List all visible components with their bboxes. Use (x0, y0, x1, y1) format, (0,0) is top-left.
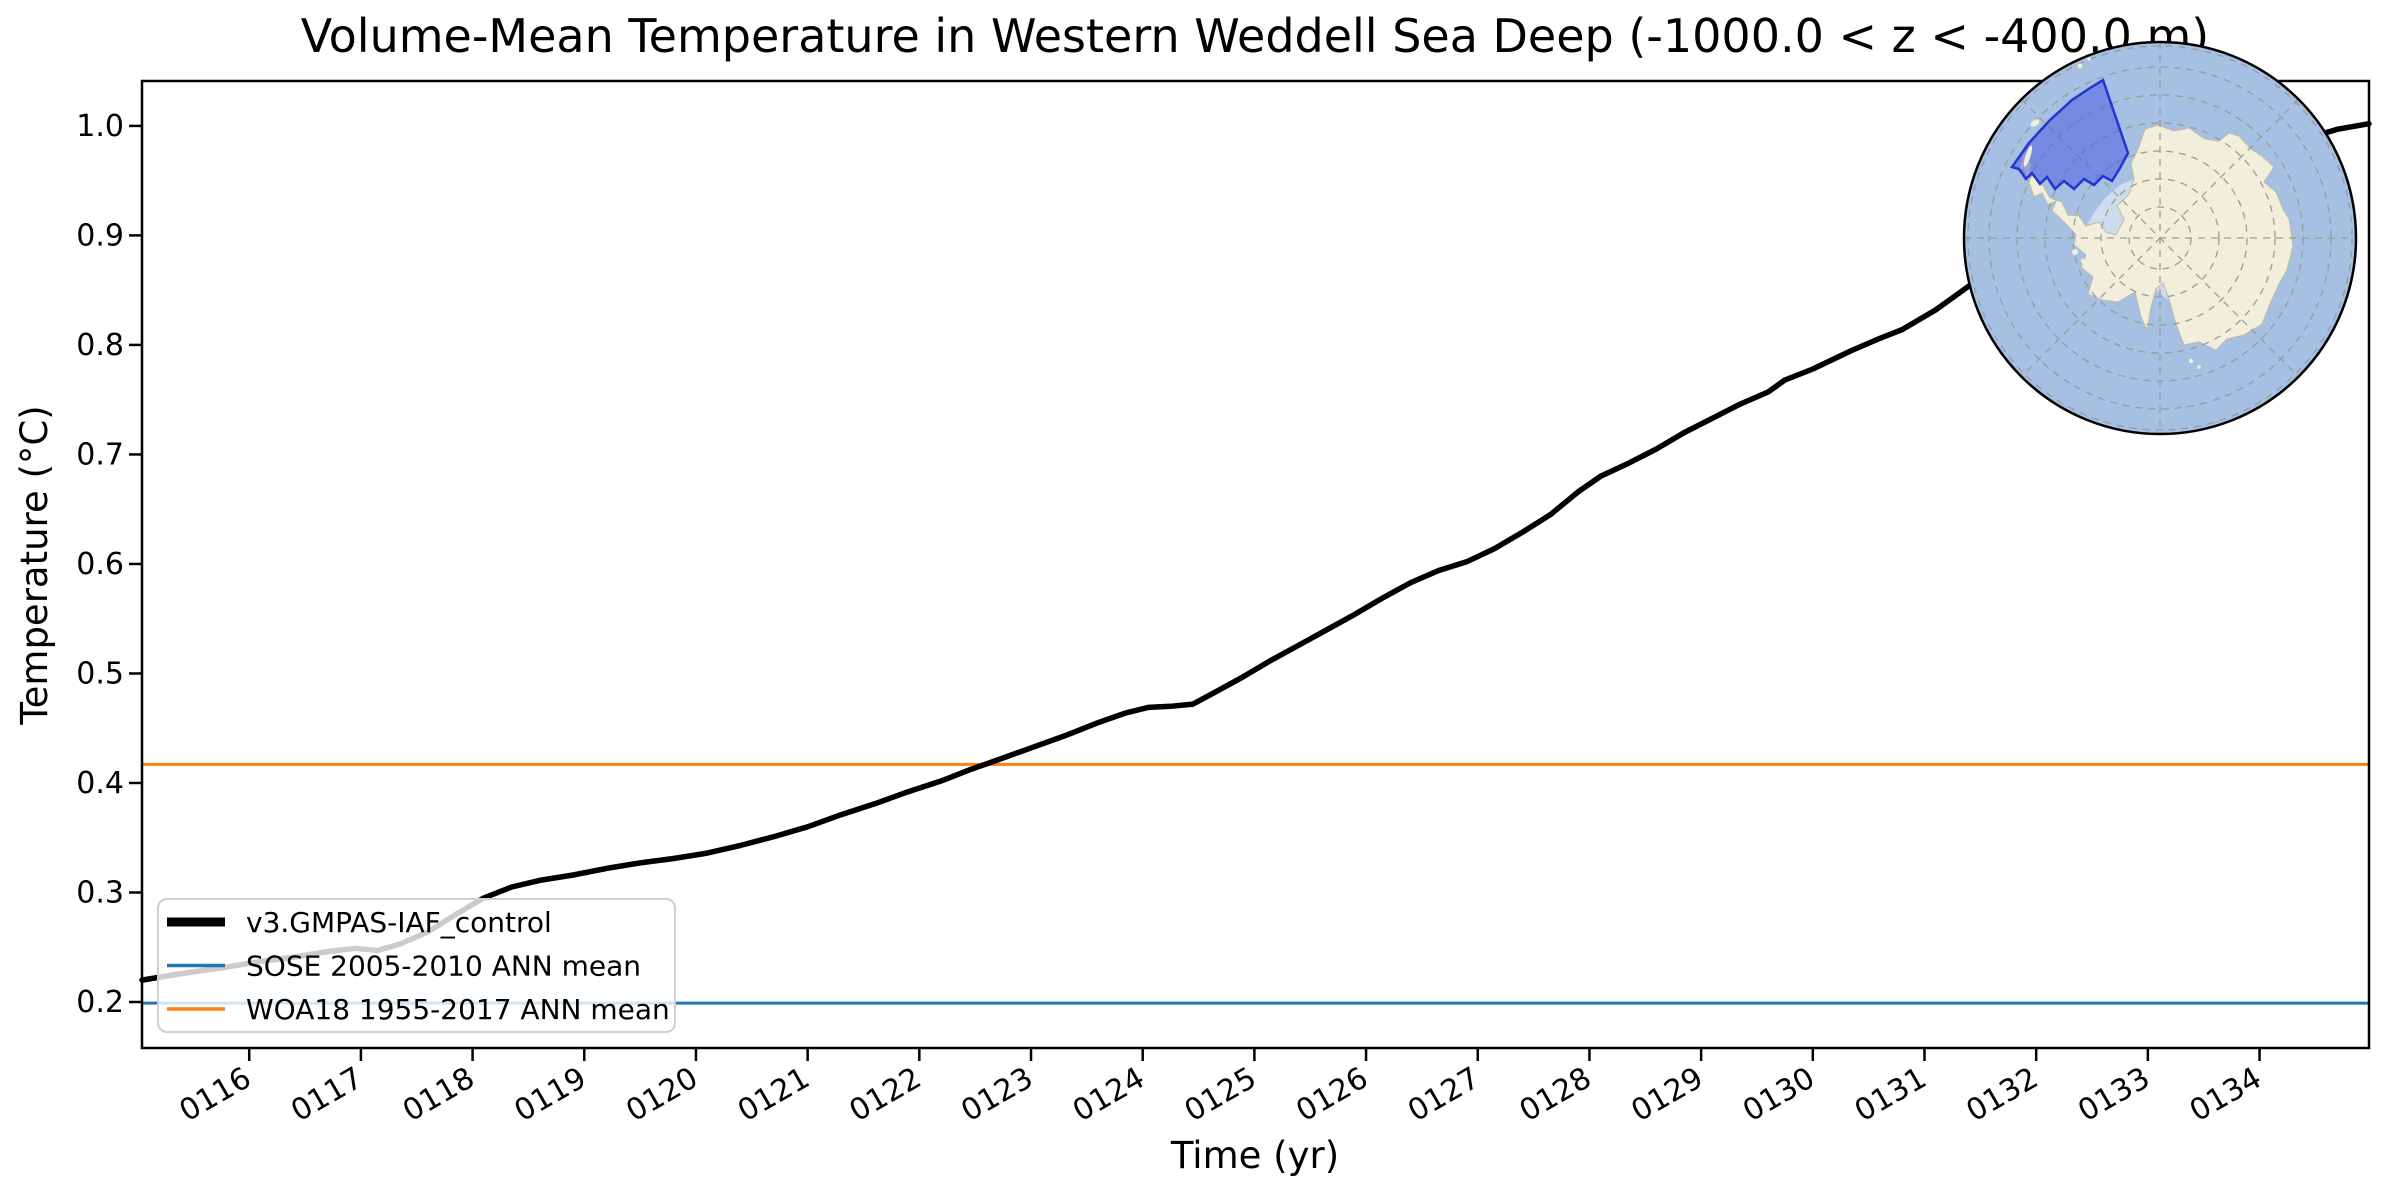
x-tick-label: 0133 (2072, 1061, 2156, 1129)
legend-label: WOA18 1955-2017 ANN mean (246, 993, 670, 1026)
graticule-circle (2044, 122, 2276, 354)
island (2023, 145, 2033, 167)
island (2030, 119, 2040, 127)
antarctica-land (2017, 124, 2294, 351)
y-axis-label: Temperature (°C) (13, 405, 56, 725)
island (2197, 365, 2201, 369)
x-tick-label: 0126 (1290, 1061, 1374, 1129)
antarctica-inset-map (1962, 40, 2358, 436)
y-tick-label: 0.6 (76, 547, 124, 582)
x-axis-label: Time (yr) (1170, 1134, 1339, 1177)
y-tick-label: 0.3 (76, 875, 124, 910)
island (2072, 249, 2078, 255)
island (2077, 63, 2083, 69)
x-tick-label: 0116 (174, 1061, 258, 1129)
ross-sea-ice-shelf (2156, 283, 2176, 324)
y-tick-label: 0.5 (76, 656, 124, 691)
x-tick-label: 0117 (285, 1061, 369, 1129)
x-tick-label: 0124 (1067, 1061, 1151, 1129)
y-tick-label: 0.7 (76, 437, 124, 472)
y-tick-label: 1.0 (76, 109, 124, 144)
x-tick-label: 0121 (732, 1061, 816, 1129)
x-tick-label: 0131 (1849, 1061, 1933, 1129)
legend-label: SOSE 2005-2010 ANN mean (246, 950, 641, 983)
island (2080, 258, 2086, 264)
y-tick-label: 0.2 (76, 985, 124, 1020)
x-tick-label: 0127 (1402, 1061, 1486, 1129)
x-tick-label: 0118 (397, 1061, 481, 1129)
series-v3-gmpas-iaf-control-line (139, 120, 2372, 983)
x-tick-label: 0132 (1961, 1061, 2045, 1129)
y-tick-label: 0.8 (76, 328, 124, 363)
x-tick-label: 0125 (1179, 1061, 1263, 1129)
map-islands (2023, 57, 2201, 369)
legend-box (157, 898, 676, 1033)
x-tick-label: 0122 (844, 1061, 928, 1129)
x-tick-label: 0130 (1737, 1061, 1821, 1129)
legend-label: v3.GMPAS-IAF_control (246, 906, 552, 939)
x-tick-label: 0129 (1625, 1061, 1709, 1129)
island (2188, 358, 2194, 364)
chart-title: Volume-Mean Temperature in Western Wedde… (301, 9, 2209, 63)
map-border (1962, 40, 2358, 436)
y-tick-label: 0.9 (76, 218, 124, 253)
x-tick-label: 0128 (1514, 1061, 1598, 1129)
weddell-region-highlight (2009, 78, 2130, 191)
x-tick-label: 0119 (509, 1061, 593, 1129)
legend: v3.GMPAS-IAF_control SOSE 2005-2010 ANN m… (157, 898, 676, 1033)
x-tick-label: 0120 (620, 1061, 704, 1129)
y-tick-label: 0.4 (76, 766, 124, 801)
island (2087, 57, 2091, 61)
graticule-meridian (2020, 98, 2300, 378)
x-tick-label: 0123 (955, 1061, 1039, 1129)
x-tick-label: 0134 (2184, 1061, 2268, 1129)
